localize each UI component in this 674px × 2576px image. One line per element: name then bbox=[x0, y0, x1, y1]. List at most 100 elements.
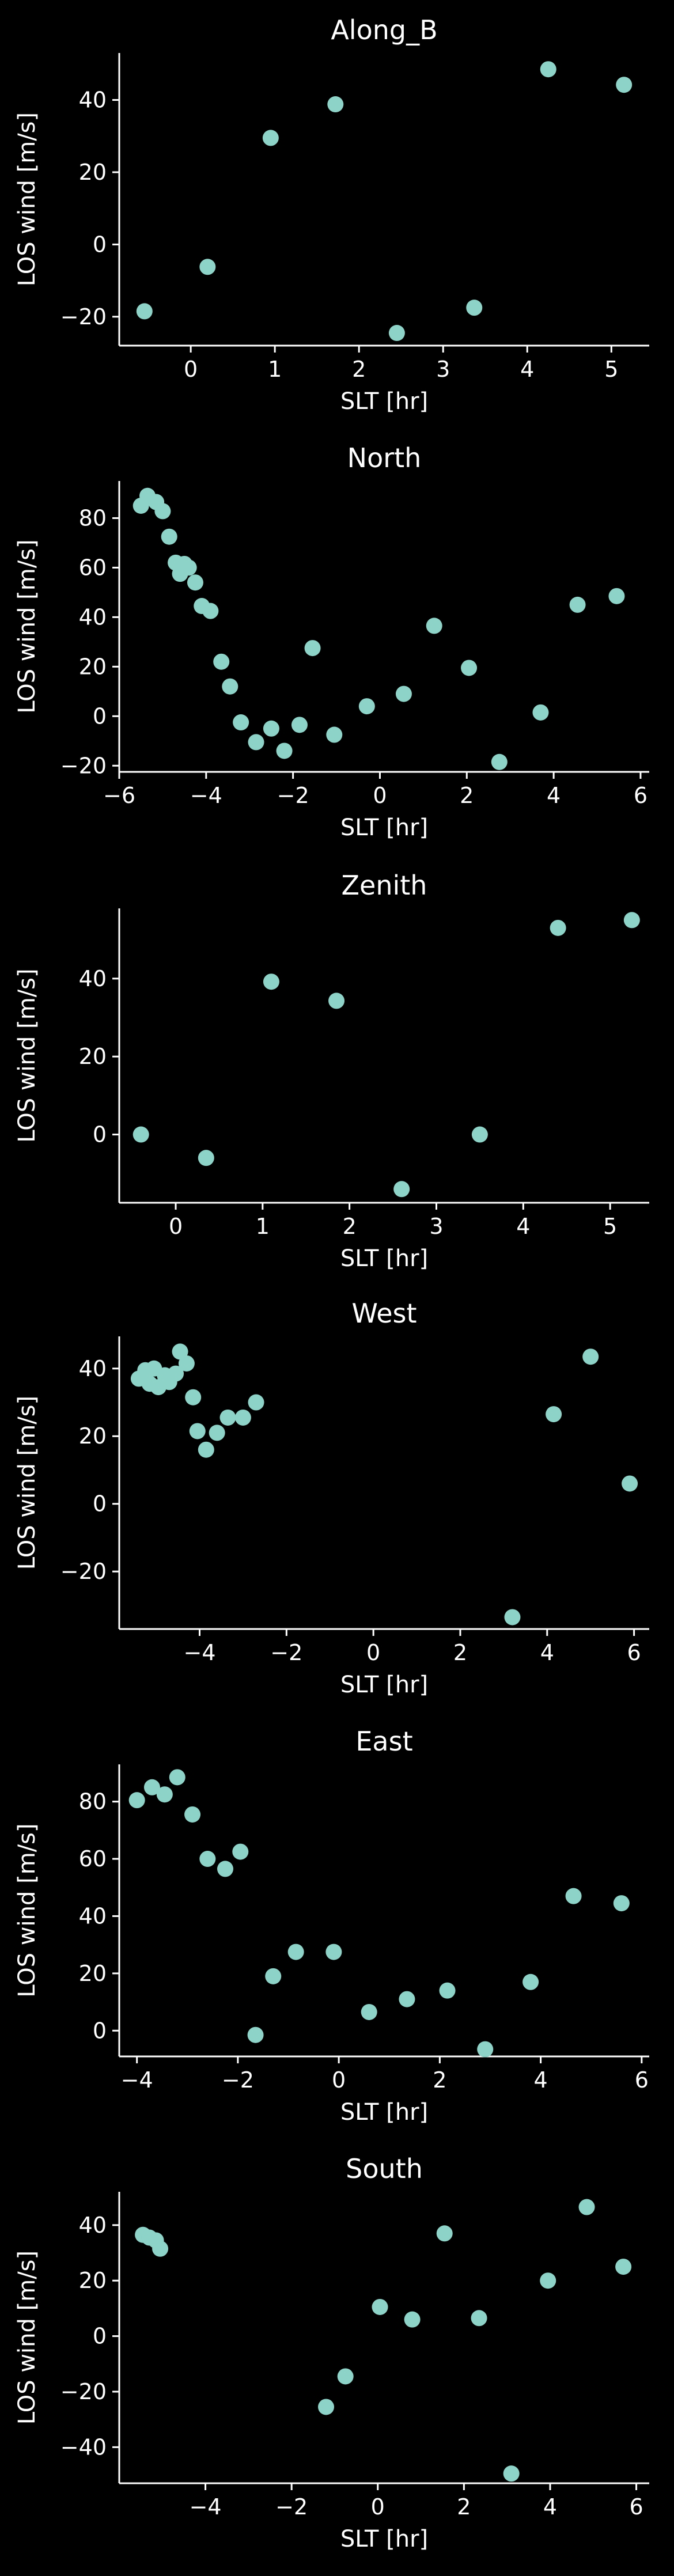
data-point bbox=[503, 2465, 520, 2482]
data-point bbox=[471, 2310, 487, 2327]
x-tick-label: 6 bbox=[629, 2494, 643, 2520]
data-point bbox=[569, 596, 586, 613]
y-tick-label: 80 bbox=[79, 505, 107, 531]
x-tick-label: 5 bbox=[604, 357, 618, 382]
x-tick-label: 2 bbox=[453, 1640, 467, 1665]
x-tick-label: −2 bbox=[277, 783, 309, 808]
x-axis-label: SLT [hr] bbox=[340, 2526, 428, 2552]
data-point bbox=[178, 1355, 195, 1372]
data-point bbox=[172, 1343, 188, 1360]
data-point bbox=[477, 2041, 494, 2058]
data-point bbox=[522, 1973, 539, 1990]
x-tick-label: 6 bbox=[627, 1640, 641, 1665]
data-point bbox=[439, 1982, 456, 1999]
data-point bbox=[233, 714, 249, 731]
data-point bbox=[399, 1991, 415, 2007]
x-axis-label: SLT [hr] bbox=[340, 1672, 428, 1698]
x-tick-label: 1 bbox=[256, 1214, 270, 1239]
y-axis-label: LOS wind [m/s] bbox=[14, 1396, 40, 1570]
data-point bbox=[613, 1895, 630, 1912]
y-tick-label: 80 bbox=[79, 1789, 107, 1814]
y-tick-label: 20 bbox=[79, 2268, 107, 2293]
y-tick-label: −20 bbox=[60, 304, 107, 329]
y-tick-label: −20 bbox=[60, 2379, 107, 2404]
x-tick-label: 2 bbox=[352, 357, 366, 382]
x-tick-label: 4 bbox=[534, 2067, 548, 2093]
data-point bbox=[426, 618, 442, 634]
data-point bbox=[232, 1843, 249, 1860]
data-point bbox=[198, 1441, 214, 1458]
y-tick-label: −20 bbox=[60, 753, 107, 778]
data-point bbox=[540, 61, 556, 78]
data-point bbox=[184, 1806, 201, 1823]
data-point bbox=[276, 743, 293, 759]
chart-title: West bbox=[351, 1298, 416, 1329]
data-point bbox=[358, 698, 375, 715]
x-tick-label: −4 bbox=[190, 783, 222, 808]
y-tick-label: 0 bbox=[93, 1122, 107, 1147]
data-point bbox=[199, 259, 216, 275]
data-point bbox=[578, 2199, 595, 2215]
x-tick-label: −6 bbox=[103, 783, 135, 808]
data-point bbox=[471, 1126, 488, 1143]
x-tick-label: 2 bbox=[457, 2494, 471, 2520]
y-axis-label: LOS wind [m/s] bbox=[14, 112, 40, 286]
x-tick-label: 2 bbox=[460, 783, 474, 808]
x-tick-label: 3 bbox=[436, 357, 450, 382]
x-tick-label: 0 bbox=[373, 783, 387, 808]
data-point bbox=[198, 1150, 214, 1166]
y-tick-label: 20 bbox=[79, 1423, 107, 1449]
data-point bbox=[304, 640, 321, 657]
y-tick-label: 40 bbox=[79, 966, 107, 991]
data-point bbox=[265, 1968, 282, 1984]
data-point bbox=[168, 1365, 184, 1382]
data-point bbox=[616, 77, 633, 93]
data-point bbox=[325, 1944, 342, 1960]
y-tick-label: 40 bbox=[79, 1356, 107, 1381]
data-point bbox=[608, 588, 625, 604]
data-point bbox=[318, 2399, 335, 2415]
data-point bbox=[622, 1475, 638, 1492]
data-point bbox=[436, 2225, 453, 2242]
data-point bbox=[372, 2298, 388, 2315]
y-tick-label: 40 bbox=[79, 1903, 107, 1929]
x-tick-label: 4 bbox=[540, 1640, 554, 1665]
data-point bbox=[504, 1609, 521, 1626]
x-tick-label: −4 bbox=[190, 2494, 222, 2520]
data-point bbox=[388, 325, 405, 342]
data-point bbox=[623, 912, 640, 929]
chart-title: East bbox=[355, 1726, 412, 1757]
x-tick-label: 0 bbox=[184, 357, 198, 382]
x-tick-label: −2 bbox=[275, 2494, 308, 2520]
data-point bbox=[461, 660, 478, 676]
x-tick-label: −2 bbox=[222, 2067, 254, 2093]
x-tick-label: 4 bbox=[547, 783, 561, 808]
y-axis-label: LOS wind [m/s] bbox=[14, 1823, 40, 1997]
y-tick-label: 20 bbox=[79, 160, 107, 185]
data-point bbox=[209, 1425, 225, 1441]
data-point bbox=[217, 1861, 233, 1877]
y-tick-label: 0 bbox=[93, 232, 107, 257]
data-point bbox=[136, 303, 153, 320]
data-point bbox=[187, 574, 203, 591]
y-axis-label: LOS wind [m/s] bbox=[14, 539, 40, 713]
data-point bbox=[540, 2272, 556, 2289]
y-tick-label: 0 bbox=[93, 2324, 107, 2349]
y-tick-label: 20 bbox=[79, 654, 107, 679]
y-tick-label: 40 bbox=[79, 2213, 107, 2238]
y-tick-label: −40 bbox=[60, 2434, 107, 2460]
data-point bbox=[327, 96, 344, 113]
data-point bbox=[565, 1888, 582, 1904]
data-point bbox=[393, 1181, 410, 1198]
data-point bbox=[395, 685, 412, 702]
data-point bbox=[213, 653, 230, 670]
y-tick-label: 20 bbox=[79, 1961, 107, 1986]
y-tick-label: 20 bbox=[79, 1044, 107, 1069]
data-point bbox=[263, 720, 279, 737]
data-point bbox=[291, 717, 308, 733]
data-point bbox=[466, 300, 483, 316]
x-tick-label: 2 bbox=[433, 2067, 446, 2093]
data-point bbox=[189, 1423, 206, 1439]
